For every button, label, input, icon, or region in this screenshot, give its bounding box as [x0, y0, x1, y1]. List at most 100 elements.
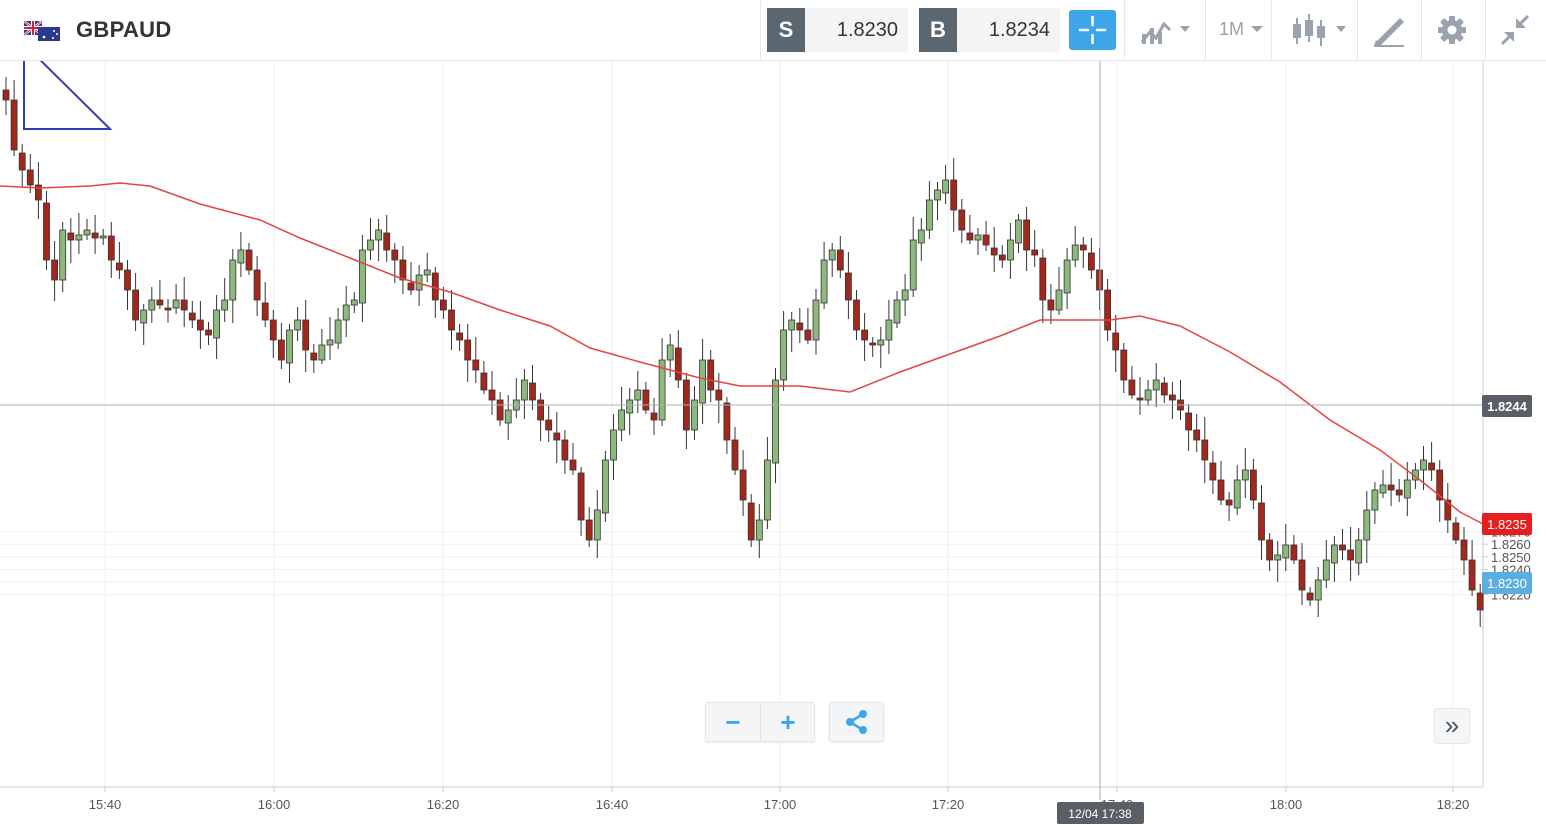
candle-body [666, 344, 674, 361]
candle-body [739, 469, 747, 501]
candle-body [1395, 489, 1403, 496]
candlestick-icon[interactable] [1290, 12, 1350, 48]
candle-body [642, 389, 650, 411]
zoom-in-button[interactable]: + [780, 707, 796, 737]
candle-body [1436, 469, 1444, 501]
candle-body [464, 339, 472, 361]
candle-body [804, 329, 812, 341]
candle-body [286, 329, 293, 364]
candle-body [593, 509, 601, 541]
crosshair-time-tag [1057, 802, 1144, 824]
candle-body [1241, 469, 1249, 481]
candle-body [1055, 289, 1063, 311]
candle-body [1209, 462, 1217, 481]
candle-body [990, 247, 998, 256]
candle-body [561, 439, 569, 461]
candle-body [950, 179, 958, 211]
candle-body [658, 359, 666, 421]
candle-body [431, 272, 439, 301]
candle-body [375, 229, 383, 241]
candle-body [1314, 579, 1322, 601]
candle-body [140, 309, 148, 324]
candle-body [383, 232, 391, 251]
candle-body [116, 262, 123, 271]
candle-body [350, 299, 358, 306]
candle-body [43, 202, 50, 261]
candle-body [504, 409, 512, 424]
candle-body [269, 319, 277, 341]
line-chart-icon[interactable] [1138, 12, 1198, 48]
crosshair-button[interactable] [1069, 10, 1116, 50]
candle-body [577, 472, 585, 521]
scroll-forward-button[interactable]: » [1434, 708, 1470, 744]
candle-body [2, 89, 10, 101]
candle-body [585, 519, 593, 541]
sell-price[interactable]: 1.8230 [805, 8, 908, 52]
candle-body [26, 169, 34, 186]
candle-body [1225, 499, 1233, 506]
candle-body [529, 382, 536, 401]
candle-body [1193, 429, 1201, 441]
candle-body [569, 459, 577, 471]
candle-body [723, 402, 731, 441]
chart-toolbar: GBPAUD S 1.8230 B 1.8234 1M [0, 0, 1546, 61]
candle-body [1468, 559, 1476, 591]
candle-body [132, 289, 140, 321]
zoom-divider [760, 703, 761, 741]
candle-body [926, 199, 933, 231]
timeframe-label[interactable]: 1M [1219, 19, 1245, 39]
collapse-icon[interactable] [1498, 12, 1532, 48]
candle-body [861, 329, 868, 341]
candle-body [172, 299, 180, 309]
candle-body [1104, 289, 1111, 331]
candle-body [472, 359, 480, 371]
candle-body [91, 232, 99, 239]
candle-body [998, 254, 1006, 261]
candle-body [1452, 522, 1460, 541]
candle-body [196, 319, 204, 331]
candle-body [1112, 332, 1120, 351]
candle-body [942, 179, 949, 194]
candle-body [75, 234, 83, 241]
candle-body [1347, 549, 1354, 561]
sell-label[interactable]: S [767, 8, 805, 52]
triangle-drawing[interactable] [23, 61, 113, 130]
candle-body [909, 239, 917, 291]
candle-body [253, 269, 261, 301]
zoom-controls: − + [705, 702, 815, 742]
drawing-tools-icon[interactable] [1372, 12, 1406, 48]
time-tick-label: 16:00 [258, 797, 291, 812]
candle-body [294, 319, 302, 331]
candle-body [367, 239, 374, 251]
candle-body [107, 235, 115, 261]
candle-body [901, 289, 909, 301]
candle-body [480, 372, 488, 391]
candle-body [156, 299, 164, 306]
candle-body [618, 409, 625, 431]
candle-body [1339, 544, 1346, 551]
toolbar-divider [1124, 0, 1125, 60]
candle-body [342, 304, 350, 321]
candle-body [1088, 252, 1095, 271]
candle-body [488, 389, 496, 401]
candle-body [796, 322, 804, 331]
zoom-out-button[interactable]: − [725, 707, 741, 737]
candle-body [1258, 502, 1265, 541]
settings-icon[interactable] [1436, 12, 1468, 48]
candle-body [731, 439, 739, 471]
candle-body [407, 282, 415, 291]
candle-body [820, 259, 828, 304]
candle-body [707, 359, 715, 391]
candle-body [958, 209, 966, 231]
chevron-down-icon[interactable] [1250, 12, 1264, 48]
buy-price[interactable]: 1.8234 [957, 8, 1060, 52]
share-button[interactable] [829, 702, 884, 742]
current-price-tag [1482, 572, 1532, 594]
candle-body [917, 229, 925, 244]
buy-label[interactable]: B [919, 8, 957, 52]
current-price-label: 1.8230 [1487, 576, 1527, 591]
candle-body [1282, 544, 1290, 559]
candle-body [845, 272, 852, 301]
